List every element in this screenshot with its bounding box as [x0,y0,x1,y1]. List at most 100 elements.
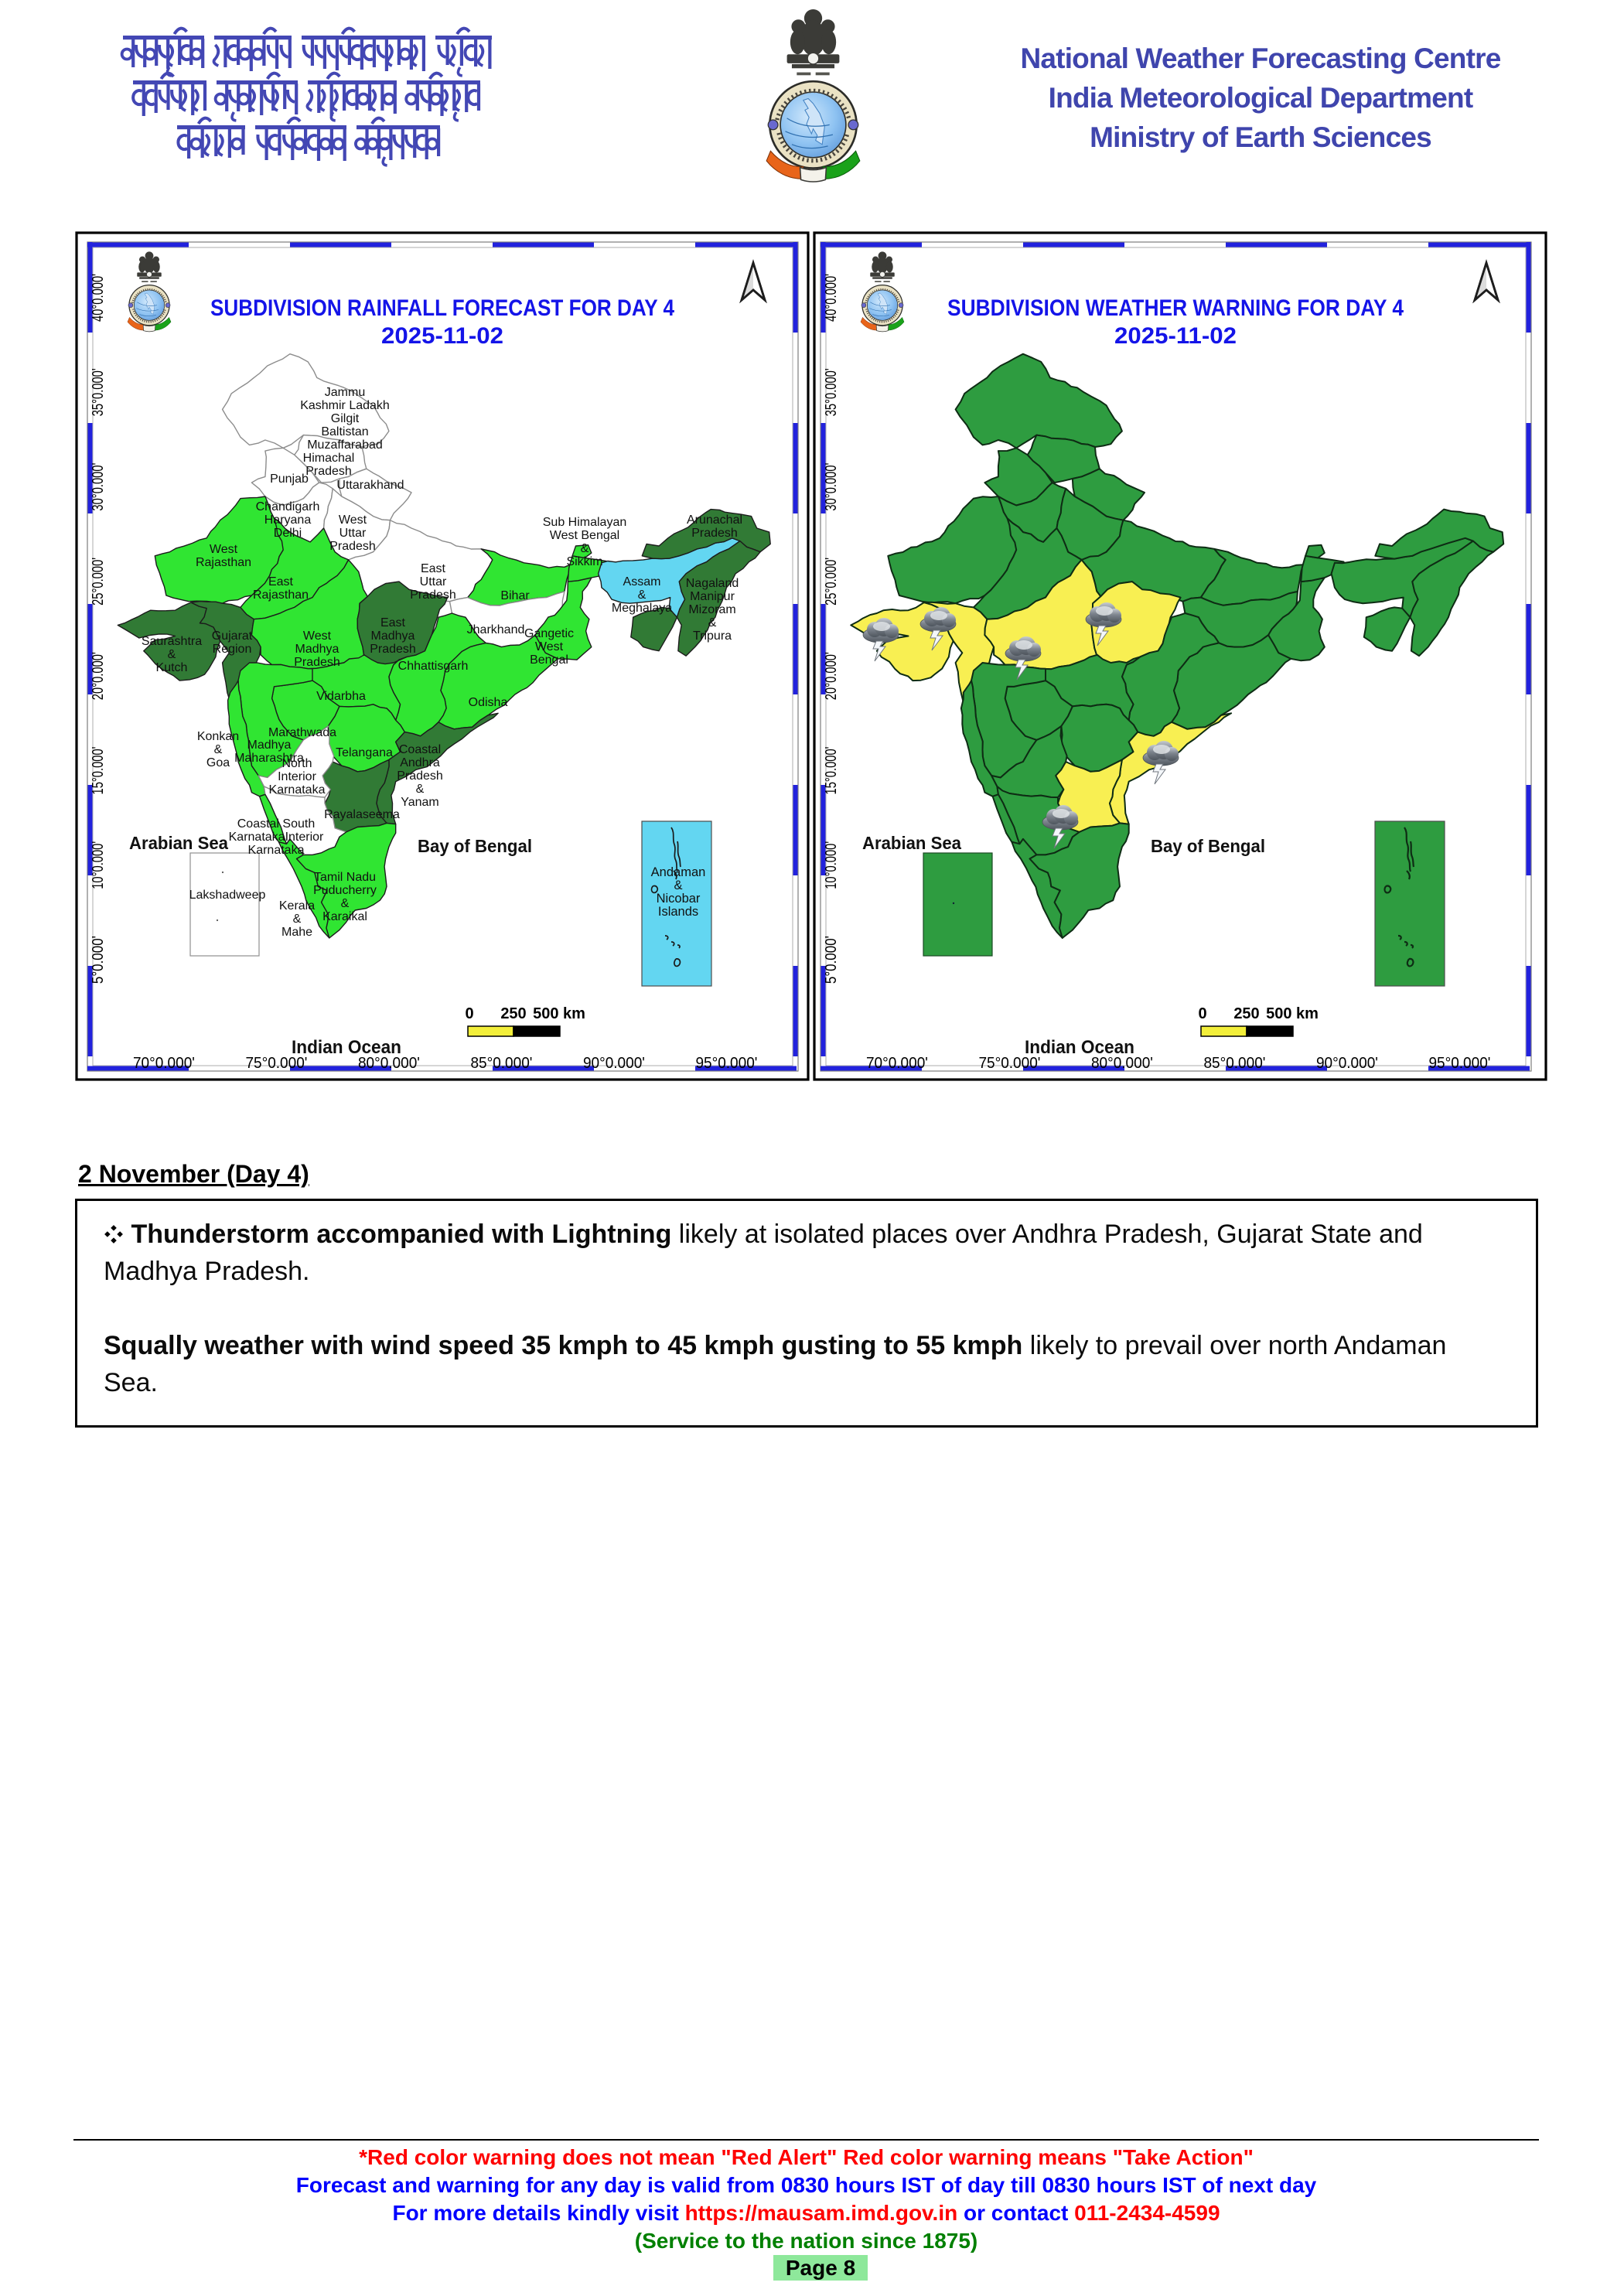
svg-text:West: West [303,629,332,643]
svg-text:Karnataka: Karnataka [248,844,305,857]
svg-text:Karaikal: Karaikal [322,910,367,923]
svg-text:East: East [268,575,294,588]
svg-text:35°0.000': 35°0.000' [823,368,840,416]
svg-text:&: & [416,783,425,796]
svg-text:Rayalaseema: Rayalaseema [324,808,400,821]
svg-text:&: & [168,648,176,661]
svg-text:Islands: Islands [658,905,698,919]
svg-text:Meghalaya: Meghalaya [612,602,672,615]
svg-text:Odisha: Odisha [469,696,508,709]
svg-text:Bay of Bengal: Bay of Bengal [1151,836,1265,856]
svg-text:Kutch: Kutch [156,661,188,674]
svg-text:0: 0 [465,1005,473,1022]
svg-text:Telangana: Telangana [336,746,393,759]
svg-text:Nicobar: Nicobar [657,892,701,906]
svg-text:70°0.000': 70°0.000' [866,1055,928,1072]
svg-text:Konkan: Konkan [197,730,239,743]
svg-text:Delhi: Delhi [274,527,302,540]
svg-text:Himachal: Himachal [303,452,355,465]
svg-text:Arabian Sea: Arabian Sea [862,833,961,853]
svg-text:Coastal: Coastal [399,743,441,756]
svg-text:Chandigarh: Chandigarh [256,500,320,513]
svg-text:&: & [293,913,302,926]
svg-text:Puducherry: Puducherry [313,884,377,897]
svg-text:Interior: Interior [278,770,316,783]
svg-text:10°0.000': 10°0.000' [90,841,107,889]
svg-text:Bengal: Bengal [530,653,568,667]
svg-text:Baltistan: Baltistan [321,425,368,438]
svg-text:0: 0 [1198,1005,1206,1022]
svg-text:20°0.000': 20°0.000' [823,652,840,700]
svg-text:Tamil Nadu: Tamil Nadu [314,871,376,884]
svg-text:East: East [380,616,406,629]
svg-text:Pradesh: Pradesh [691,527,738,540]
svg-text:West: West [210,543,238,556]
svg-text:40°0.000': 40°0.000' [823,274,840,322]
svg-text:75°0.000': 75°0.000' [245,1055,307,1072]
svg-text:Muzaffarabad: Muzaffarabad [307,438,383,452]
svg-text:85°0.000': 85°0.000' [470,1055,532,1072]
svg-text:Kashmir Ladakh: Kashmir Ladakh [300,399,390,412]
svg-text:Maharashtra: Maharashtra [234,752,304,765]
svg-text:KarnatakaInterior: KarnatakaInterior [229,831,324,844]
svg-text:20°0.000': 20°0.000' [90,652,107,700]
svg-text:250: 250 [1233,1005,1259,1022]
svg-text:&: & [341,897,350,910]
svg-text:Tripura: Tripura [693,629,732,643]
svg-text:&: & [674,878,682,892]
svg-text:Gujarat: Gujarat [212,629,253,643]
svg-text:Region: Region [213,643,252,656]
svg-text:Karnataka: Karnataka [269,783,326,797]
svg-text:Manipur: Manipur [690,590,735,603]
svg-text:&: & [708,616,717,629]
svg-text:West: West [535,640,564,653]
svg-text:&: & [214,743,223,756]
svg-text:250: 250 [500,1005,526,1022]
svg-text:Andhra: Andhra [400,756,440,769]
svg-text:70°0.000': 70°0.000' [133,1055,195,1072]
svg-text:Uttar: Uttar [339,527,367,540]
svg-text:SUBDIVISION WEATHER WARNING FO: SUBDIVISION WEATHER WARNING FOR DAY 4 [947,295,1404,321]
svg-text:Pradesh: Pradesh [370,643,416,656]
svg-text:Coastal South: Coastal South [237,817,316,831]
svg-text:Rajasthan: Rajasthan [253,588,309,602]
svg-text:Arunachal: Arunachal [687,513,742,527]
svg-text:Goa: Goa [206,756,230,769]
svg-text:Kerala: Kerala [279,899,315,913]
svg-text:15°0.000': 15°0.000' [823,747,840,795]
svg-text:500 km: 500 km [533,1005,585,1022]
svg-text:Vidarbha: Vidarbha [316,690,366,703]
svg-text:95°0.000': 95°0.000' [1428,1055,1490,1072]
svg-text:30°0.000': 30°0.000' [90,463,107,511]
svg-text:Rajasthan: Rajasthan [196,556,251,569]
svg-text:North: North [281,757,312,770]
svg-text:Gilgit: Gilgit [331,412,360,425]
svg-text:Haryana: Haryana [264,513,312,527]
svg-text:25°0.000': 25°0.000' [823,558,840,606]
svg-text:Uttar: Uttar [420,575,447,588]
svg-text:95°0.000': 95°0.000' [695,1055,757,1072]
svg-text:Saurashtra: Saurashtra [142,635,202,648]
svg-text:Jammu: Jammu [325,386,365,399]
svg-text:10°0.000': 10°0.000' [823,841,840,889]
svg-text:30°0.000': 30°0.000' [823,463,840,511]
svg-text:Sikkim: Sikkim [566,555,602,568]
svg-text:90°0.000': 90°0.000' [583,1055,645,1072]
svg-text:85°0.000': 85°0.000' [1203,1055,1265,1072]
svg-text:25°0.000': 25°0.000' [90,558,107,606]
svg-text:Bay of Bengal: Bay of Bengal [418,836,532,856]
svg-text:2025-11-02: 2025-11-02 [1114,323,1237,349]
svg-text:Lakshadweep: Lakshadweep [189,889,266,902]
svg-text:5°0.000': 5°0.000' [90,936,107,984]
svg-text:Assam: Assam [623,575,661,588]
svg-text:40°0.000': 40°0.000' [90,274,107,322]
svg-text:Pradesh: Pradesh [305,465,352,478]
svg-text:Pradesh: Pradesh [410,588,456,602]
svg-text:Madhya: Madhya [295,643,339,656]
svg-text:2025-11-02: 2025-11-02 [381,323,503,349]
svg-text:SUBDIVISION RAINFALL FORECAST: SUBDIVISION RAINFALL FORECAST FOR DAY 4 [210,295,674,321]
svg-text:Arabian Sea: Arabian Sea [129,833,228,853]
svg-text:Sub Himalayan: Sub Himalayan [543,516,627,529]
svg-text:Pradesh: Pradesh [329,540,376,553]
svg-text:&: & [638,588,647,602]
